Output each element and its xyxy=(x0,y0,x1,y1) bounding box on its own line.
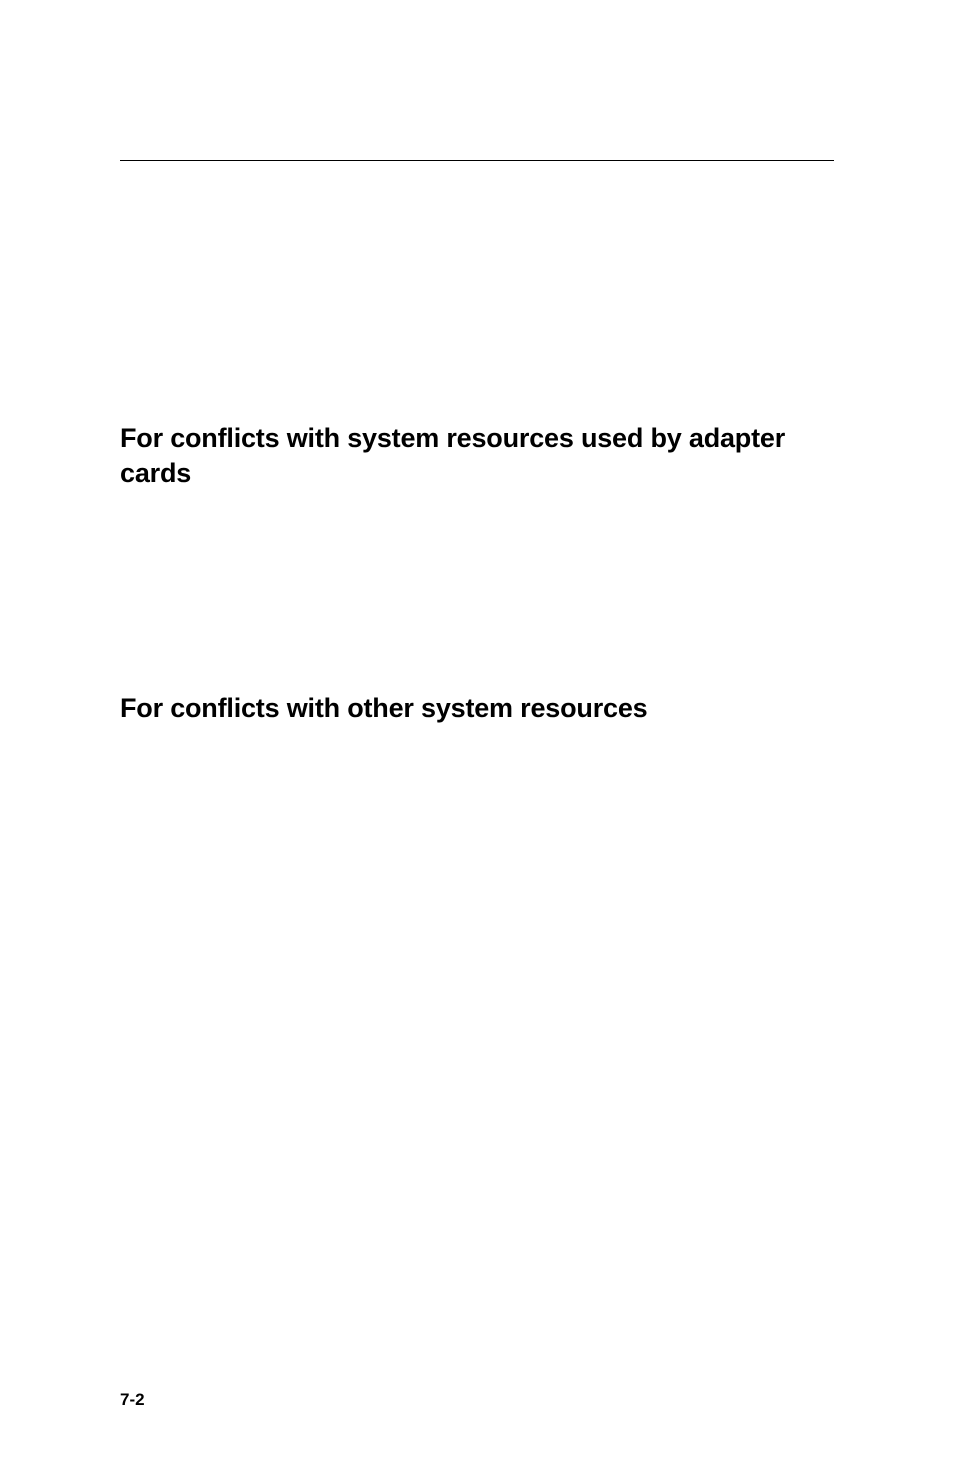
section-heading-other-resources: For conflicts with other system resource… xyxy=(120,691,834,726)
page-number: 7-2 xyxy=(120,1390,145,1410)
horizontal-rule xyxy=(120,160,834,161)
document-page: For conflicts with system resources used… xyxy=(0,0,954,1475)
section-heading-adapter-cards: For conflicts with system resources used… xyxy=(120,421,834,491)
